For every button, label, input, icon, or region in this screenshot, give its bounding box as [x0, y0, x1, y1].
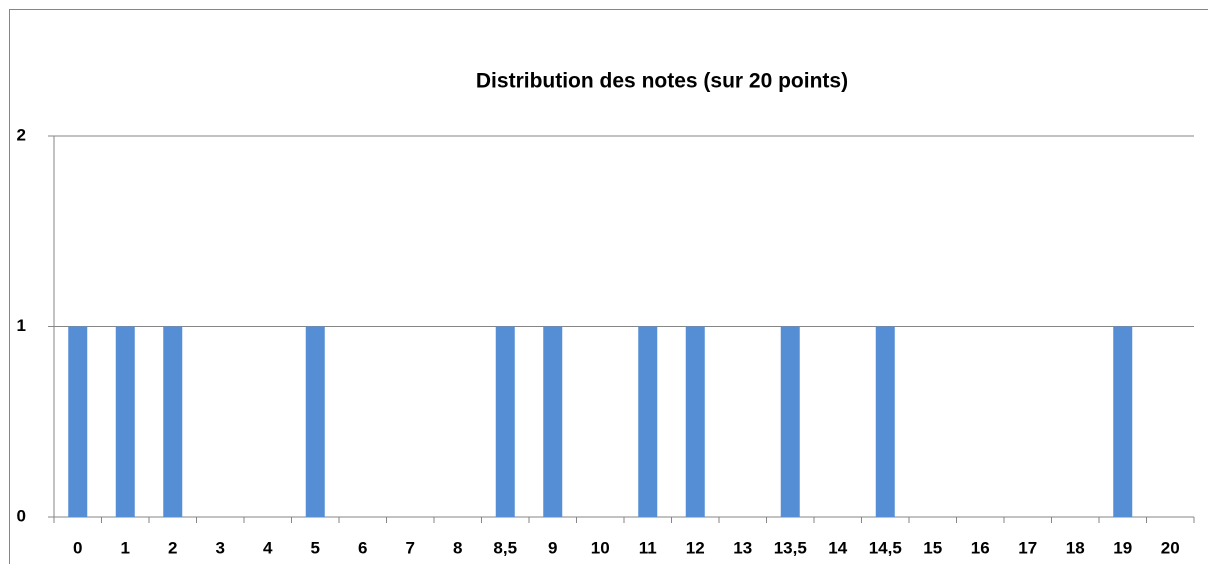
x-tick-label: 11: [639, 538, 657, 557]
x-tick-label: 17: [1018, 538, 1037, 557]
x-tick-label: 6: [358, 538, 367, 557]
x-tick-label: 20: [1161, 538, 1180, 557]
x-tick-label: 10: [591, 538, 610, 557]
x-tick-label: 1: [121, 538, 130, 557]
x-tick-label: 15: [923, 538, 942, 557]
x-tick-label: 12: [686, 538, 705, 557]
x-tick-label: 0: [73, 538, 82, 557]
x-tick-label: 7: [406, 538, 415, 557]
bar: [305, 326, 325, 517]
y-tick-label: 2: [17, 125, 26, 144]
bar: [68, 326, 88, 517]
x-tick-label: 19: [1113, 538, 1132, 557]
bar: [115, 326, 135, 517]
x-tick-label: 3: [216, 538, 225, 557]
x-tick-label: 4: [263, 538, 273, 557]
bar: [495, 326, 515, 517]
bar: [638, 326, 658, 517]
bar: [875, 326, 895, 517]
bar: [1113, 326, 1133, 517]
y-tick-label: 1: [17, 316, 26, 335]
x-tick-label: 2: [168, 538, 177, 557]
x-tick-label: 16: [971, 538, 990, 557]
chart-title: Distribution des notes (sur 20 points): [476, 70, 848, 93]
x-tick-label: 8: [453, 538, 462, 557]
x-tick-label: 13: [733, 538, 752, 557]
bar: [780, 326, 800, 517]
bar: [543, 326, 563, 517]
x-tick-label: 8,5: [493, 538, 517, 557]
x-tick-label: 9: [548, 538, 557, 557]
x-tick-label: 14,5: [869, 538, 902, 557]
x-tick-label: 14: [828, 538, 847, 557]
y-tick-label: 0: [17, 506, 26, 525]
chart-frame: [9, 9, 1208, 564]
bar: [685, 326, 705, 517]
bar: [163, 326, 183, 517]
x-tick-label: 5: [311, 538, 320, 557]
x-tick-label: 13,5: [774, 538, 807, 557]
x-tick-label: 18: [1066, 538, 1085, 557]
